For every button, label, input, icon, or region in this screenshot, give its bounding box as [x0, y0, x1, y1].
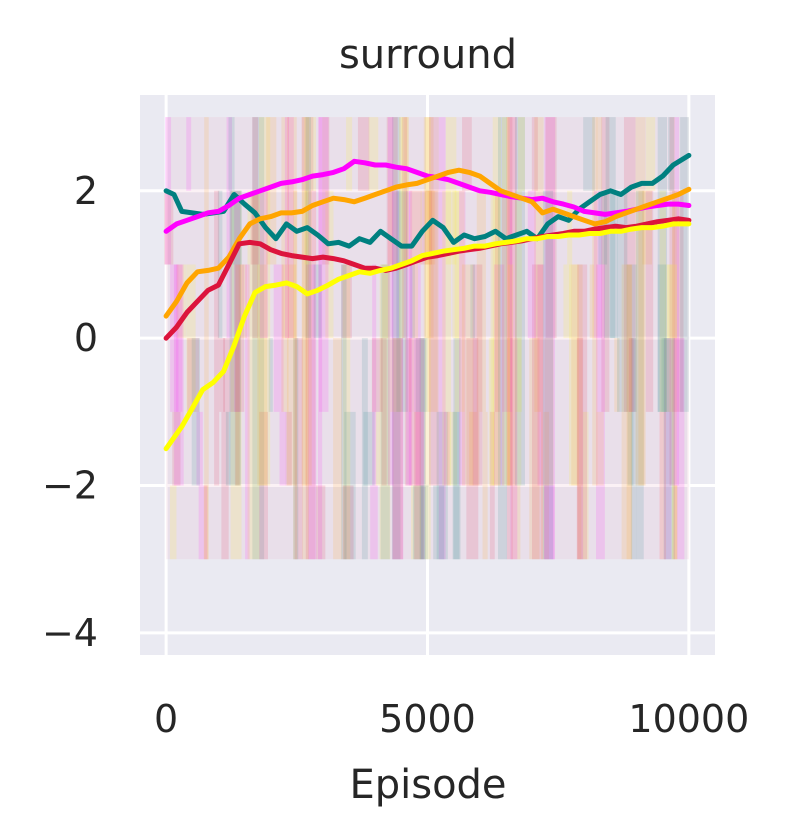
series-line-2 [163, 167, 692, 319]
series-line-1 [163, 158, 692, 234]
raw-band-fill [166, 117, 689, 560]
x-tick-label-1: 5000 [379, 697, 476, 741]
y-axis-ticks: −4 −2 0 2 [42, 169, 98, 655]
y-tick-label-0: −4 [42, 611, 98, 655]
y-tick-label-1: −2 [42, 464, 98, 508]
chart-title: surround [339, 32, 517, 78]
y-tick-label-2: 0 [74, 316, 98, 360]
raw-noise-band [164, 117, 689, 560]
x-axis-label: Episode [349, 762, 506, 808]
x-axis-ticks: 0 5000 10000 [154, 697, 749, 741]
x-tick-label-2: 10000 [628, 697, 749, 741]
x-tick-label-0: 0 [154, 697, 178, 741]
series-line-3 [163, 216, 692, 341]
series-line-4 [163, 221, 692, 452]
y-tick-label-3: 2 [74, 169, 98, 213]
series-line-0 [163, 152, 692, 249]
series-lines [163, 152, 692, 452]
